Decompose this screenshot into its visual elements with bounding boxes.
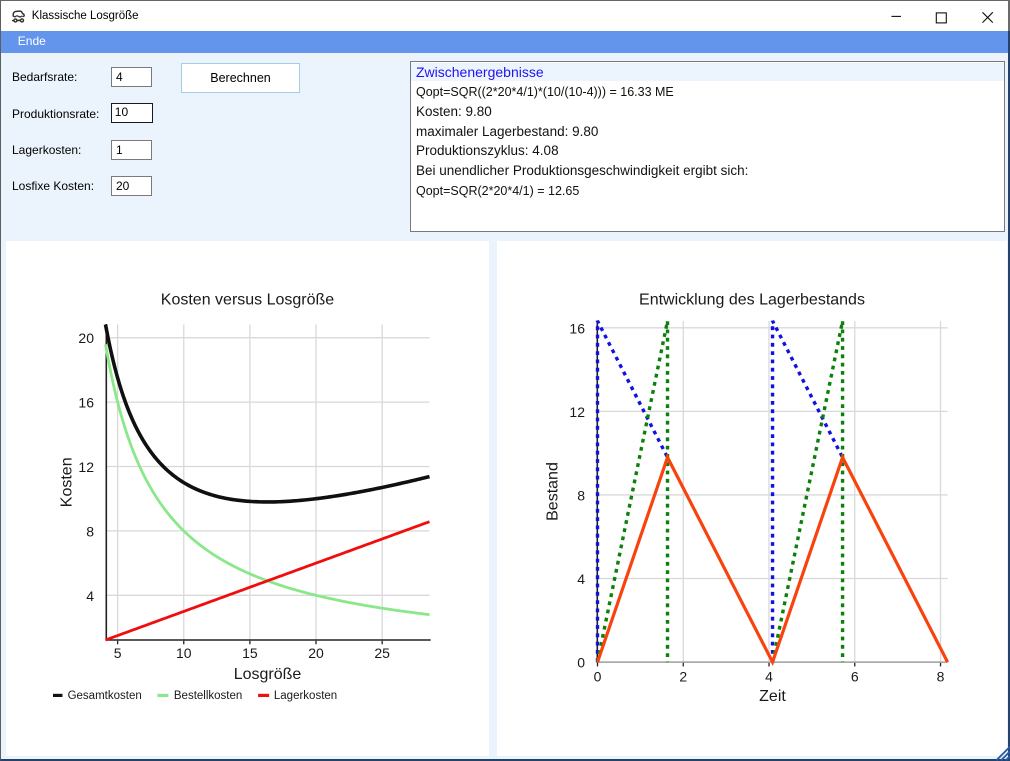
svg-text:15: 15 (242, 645, 258, 661)
svg-text:Kosten: Kosten (59, 457, 76, 507)
svg-text:4: 4 (577, 571, 585, 587)
svg-text:4: 4 (765, 669, 773, 685)
svg-text:Entwicklung des Lagerbestands: Entwicklung des Lagerbestands (639, 292, 865, 309)
svg-text:12: 12 (78, 459, 94, 475)
svg-text:0: 0 (577, 655, 585, 671)
svg-text:16: 16 (78, 395, 94, 411)
svg-text:10: 10 (176, 645, 192, 661)
svg-text:25: 25 (374, 645, 390, 661)
svg-text:2: 2 (679, 669, 687, 685)
svg-text:Zeit: Zeit (759, 688, 786, 705)
svg-text:4: 4 (86, 588, 94, 604)
svg-text:16: 16 (569, 320, 585, 336)
svg-text:12: 12 (569, 404, 585, 420)
svg-text:8: 8 (937, 669, 945, 685)
svg-text:Losgröße: Losgröße (234, 666, 302, 683)
svg-text:0: 0 (594, 669, 602, 685)
svg-text:20: 20 (308, 645, 324, 661)
svg-text:20: 20 (78, 330, 94, 346)
svg-text:Gesamtkosten: Gesamtkosten (68, 690, 142, 702)
svg-text:Lagerkosten: Lagerkosten (274, 690, 337, 702)
svg-text:Bestellkosten: Bestellkosten (174, 690, 242, 702)
svg-text:8: 8 (577, 487, 585, 503)
svg-text:5: 5 (114, 645, 122, 661)
svg-text:Kosten versus Losgröße: Kosten versus Losgröße (161, 292, 335, 309)
svg-text:6: 6 (851, 669, 859, 685)
svg-text:8: 8 (86, 523, 94, 539)
svg-text:Bestand: Bestand (545, 462, 562, 521)
